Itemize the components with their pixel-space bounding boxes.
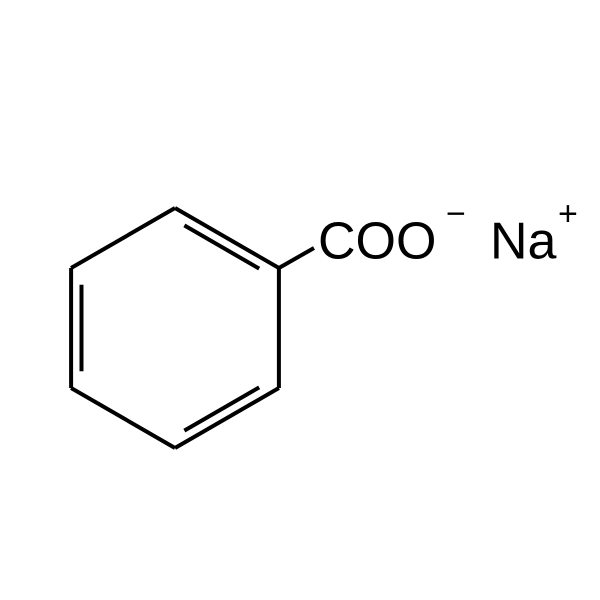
label-coo: COO [318,213,436,271]
ring-bond-3 [71,388,175,448]
label-na-charge: + [558,195,578,233]
substituent-bond [279,248,314,268]
ring-bond-2 [175,388,279,448]
ring-double-1 [184,387,259,430]
label-coo-charge: − [446,195,466,233]
ring-double-0 [184,225,259,268]
ring-bond-0 [175,208,279,268]
label-na: Na [490,213,557,271]
molecule-diagram: COO−Na+ [0,0,600,600]
ring-bond-5 [71,208,175,268]
